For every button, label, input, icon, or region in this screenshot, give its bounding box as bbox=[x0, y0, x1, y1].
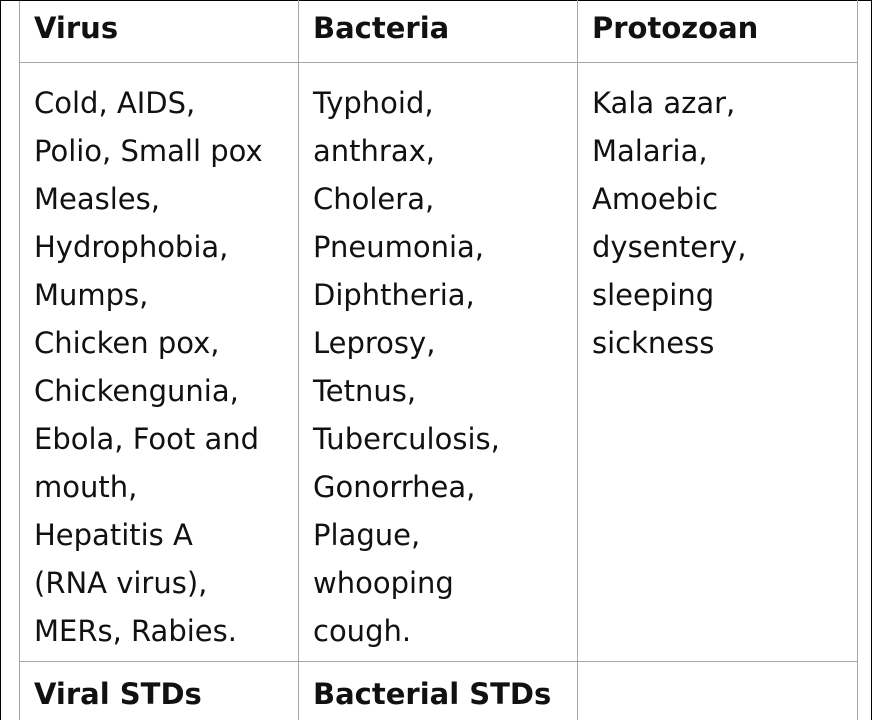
table-header-row: Virus Bacteria Protozoan bbox=[19, 0, 858, 63]
protozoan-diseases-cell: Kala azar, Malaria, Amoebic dysentery, s… bbox=[577, 62, 858, 662]
bacteria-disease-line: cough. bbox=[313, 614, 412, 648]
bacteria-disease-line: whooping bbox=[313, 566, 454, 600]
bacteria-disease-line: Diphtheria, bbox=[313, 278, 475, 312]
bacteria-disease-line: anthrax, bbox=[313, 134, 435, 168]
empty-stds-cell bbox=[577, 661, 858, 720]
virus-disease-line: Chicken pox, bbox=[34, 326, 220, 360]
virus-disease-line: MERs, Rabies. bbox=[34, 614, 237, 648]
virus-disease-line: Measles, bbox=[34, 182, 160, 216]
virus-disease-line: Chickengunia, bbox=[34, 374, 239, 408]
bacteria-disease-line: Cholera, bbox=[313, 182, 435, 216]
virus-disease-line: Hydrophobia, bbox=[34, 230, 229, 264]
table-body-row: Cold, AIDS, Polio, Small pox Measles, Hy… bbox=[19, 62, 858, 662]
virus-disease-line: Ebola, Foot and bbox=[34, 422, 260, 456]
header-bacteria: Bacteria bbox=[298, 0, 578, 63]
virus-diseases-cell: Cold, AIDS, Polio, Small pox Measles, Hy… bbox=[19, 62, 299, 662]
virus-disease-line: Hepatitis A bbox=[34, 518, 193, 552]
bacterial-stds-cell: Bacterial STDs bbox=[298, 661, 578, 720]
bacteria-disease-line: Tetnus, bbox=[313, 374, 417, 408]
virus-disease-line: Cold, AIDS, bbox=[34, 86, 196, 120]
header-protozoan: Protozoan bbox=[577, 0, 858, 63]
left-border bbox=[0, 0, 1, 720]
bacteria-disease-line: Leprosy, bbox=[313, 326, 436, 360]
protozoan-disease-line: Kala azar, bbox=[592, 86, 736, 120]
bacteria-diseases-cell: Typhoid, anthrax, Cholera, Pneumonia, Di… bbox=[298, 62, 578, 662]
bacteria-disease-line: Gonorrhea, bbox=[313, 470, 476, 504]
bacteria-disease-line: Tuberculosis, bbox=[313, 422, 500, 456]
protozoan-disease-line: Malaria, bbox=[592, 134, 708, 168]
virus-disease-line: (RNA virus), bbox=[34, 566, 208, 600]
virus-disease-line: Mumps, bbox=[34, 278, 149, 312]
header-virus: Virus bbox=[19, 0, 299, 63]
viral-stds-cell: Viral STDs bbox=[19, 661, 299, 720]
table-footer-row: Viral STDs Bacterial STDs bbox=[19, 661, 858, 720]
virus-disease-line: Polio, Small pox bbox=[34, 134, 263, 168]
protozoan-disease-line: sleeping bbox=[592, 278, 715, 312]
protozoan-disease-line: sickness bbox=[592, 326, 715, 360]
bacteria-disease-line: Pneumonia, bbox=[313, 230, 484, 264]
virus-disease-line: mouth, bbox=[34, 470, 138, 504]
protozoan-disease-line: dysentery, bbox=[592, 230, 747, 264]
protozoan-disease-line: Amoebic bbox=[592, 182, 719, 216]
disease-classification-table: Virus Bacteria Protozoan Cold, AIDS, Pol… bbox=[19, 0, 858, 720]
bacteria-disease-line: Typhoid, bbox=[313, 86, 434, 120]
bacteria-disease-line: Plague, bbox=[313, 518, 421, 552]
